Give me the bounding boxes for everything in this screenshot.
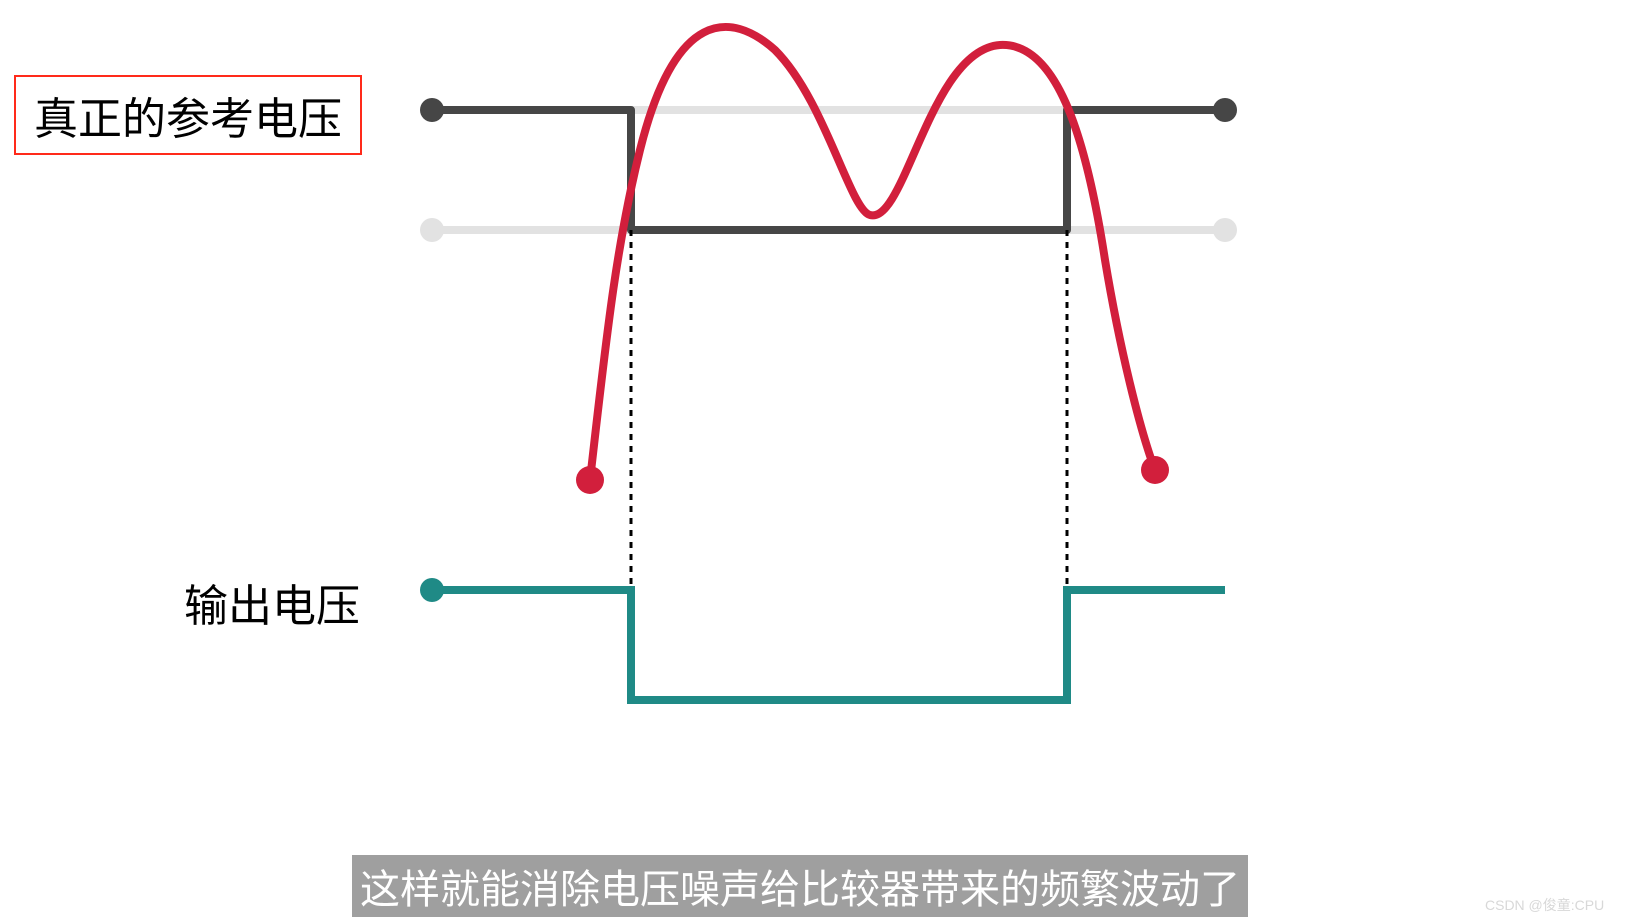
reference-voltage-label: 真正的参考电压 (14, 75, 362, 155)
output-voltage-label: 输出电压 (184, 570, 360, 634)
watermark-text: CSDN @俊童:CPU (1485, 897, 1604, 913)
caption-subtitle: 这样就能消除电压噪声给比较器带来的频繁波动了 (352, 855, 1248, 917)
output-voltage-text: 输出电压 (184, 582, 360, 631)
watermark: CSDN @俊童:CPU (1485, 895, 1604, 915)
input-signal-curve (576, 27, 1169, 494)
guide-lines (631, 230, 1067, 590)
output-voltage-line (420, 578, 1225, 700)
threshold-line (420, 98, 1237, 230)
caption-text: 这样就能消除电压噪声给比较器带来的频繁波动了 (360, 868, 1240, 912)
reference-voltage-text: 真正的参考电压 (34, 95, 342, 144)
